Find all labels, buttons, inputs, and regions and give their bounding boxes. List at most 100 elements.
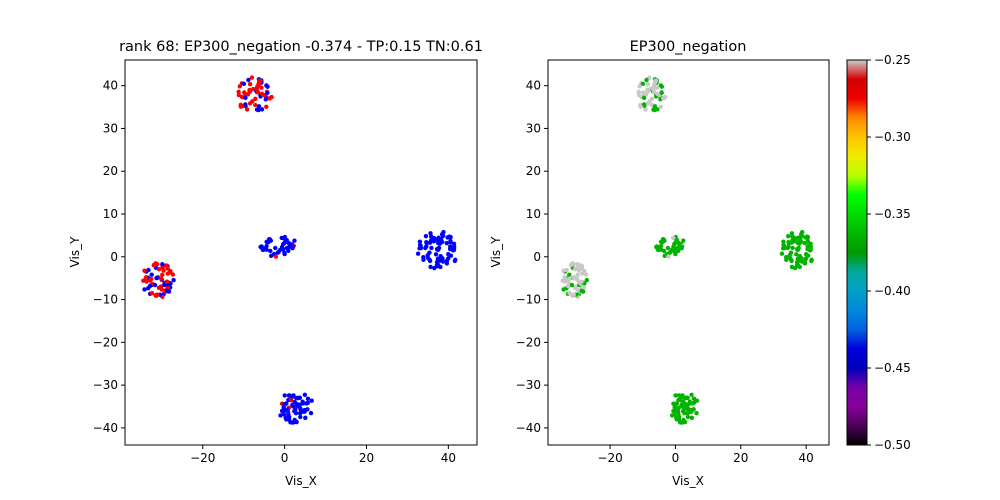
scatter-point [785,245,790,251]
scatter-point [236,89,241,95]
x-tick-label: 40 [798,451,813,465]
scatter-point [278,413,283,418]
scatter-point [302,392,308,397]
scatter-point [282,408,287,413]
right-y-axis-label: Vis_Y [489,236,503,268]
scatter-point [797,241,802,246]
scatter-point [673,251,678,257]
scatter-point [451,247,457,253]
scatter-point [643,107,648,112]
scatter-point [273,254,279,259]
scatter-point [576,268,582,273]
scatter-point [786,233,791,239]
scatter-point [789,264,795,270]
scatter-point [158,276,164,281]
y-tick-label: 30 [526,121,541,135]
scatter-point [803,256,809,261]
scatter-point [256,107,261,113]
scatter-point [561,287,566,292]
scatter-point [792,239,797,244]
x-tick-label: 20 [733,451,748,465]
scatter-point [641,102,647,107]
x-tick-label: 0 [672,451,680,465]
scatter-point [433,252,439,257]
scatter-point [253,96,258,102]
scatter-point [802,261,808,266]
left-plot-frame [124,59,478,446]
scatter-point [673,240,678,246]
scatter-point [286,412,291,417]
scatter-point [796,238,801,243]
scatter-point [237,84,242,89]
scatter-point [279,235,284,241]
scatter-point [258,244,263,250]
scatter-point [560,278,565,283]
scatter-point [288,398,294,403]
scatter-point [160,272,165,278]
scatter-point [418,245,424,251]
scatter-point [164,263,169,268]
scatter-point [425,255,431,261]
scatter-point [645,82,651,87]
x-tick-label: 0 [281,451,289,465]
scatter-point [258,78,263,84]
scatter-point [298,414,303,420]
scatter-point [245,92,251,97]
scatter-point [441,229,446,235]
scatter-point [423,233,429,239]
scatter-point [446,256,451,261]
scatter-point [427,250,432,255]
scatter-point [149,291,155,296]
y-tick-label: 0 [110,250,118,264]
scatter-point [565,283,571,289]
scatter-point [291,393,296,398]
y-tick-label: −10 [93,293,118,307]
scatter-point [285,245,291,251]
scatter-point [242,90,247,95]
scatter-point [444,261,450,266]
scatter-point [679,244,685,250]
colorbar-tick-label: −0.50 [874,438,911,452]
scatter-point [293,407,298,412]
scatter-point [794,252,799,257]
scatter-point [264,83,269,88]
scatter-point [661,248,667,254]
scatter-point [421,257,426,262]
scatter-point [805,244,810,249]
scatter-point [787,255,793,261]
scatter-point [236,92,242,98]
scatter-point [268,238,273,243]
scatter-point [428,264,433,270]
scatter-point [786,240,791,245]
left-y-ticks: −40 −30 −20 −10 0 10 20 30 40 [93,79,125,435]
scatter-point [424,240,429,245]
scatter-point [282,251,287,257]
scatter-point [305,396,311,401]
scatter-point [142,268,147,273]
scatter-point [652,107,657,113]
scatter-point [808,244,813,249]
scatter-point [146,267,151,273]
scatter-point [154,293,159,298]
scatter-point [448,239,453,245]
scatter-point [276,249,282,254]
scatter-point [666,254,671,259]
scatter-point [154,275,160,281]
scatter-point [152,282,158,288]
scatter-point [249,75,255,80]
scatter-point [253,102,258,108]
scatter-point [659,90,664,95]
scatter-point [427,240,433,245]
scatter-point [423,245,428,251]
scatter-point [286,415,292,421]
y-tick-label: −40 [93,421,118,435]
colorbar-tick-label: −0.25 [874,53,911,67]
y-tick-label: −10 [516,293,541,307]
scatter-point [294,419,299,425]
scatter-point [259,85,264,90]
scatter-point [268,248,273,254]
scatter-point [437,241,443,246]
scatter-point [284,401,289,406]
scatter-point [300,401,306,406]
